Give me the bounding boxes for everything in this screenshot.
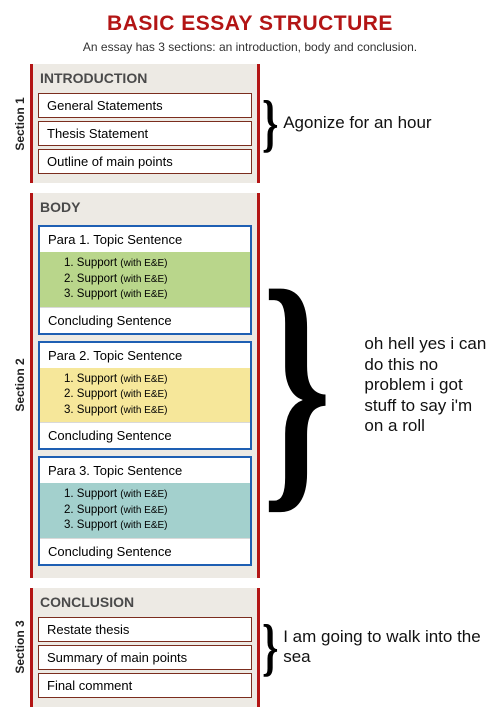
support-line: 1. Support (with E&E) xyxy=(64,372,242,388)
para-concluding-sentence: Concluding Sentence xyxy=(40,307,250,333)
section-conclusion-vlabel: Section 3 xyxy=(13,620,27,673)
support-note: (with E&E) xyxy=(120,489,167,500)
section-intro-vlabel-wrap: Section 1 xyxy=(10,64,30,183)
conclusion-annotation-col: } I am going to walk into the sea xyxy=(260,588,490,707)
support-note: (with E&E) xyxy=(120,389,167,400)
para-concluding-sentence: Concluding Sentence xyxy=(40,422,250,448)
support-line: 2. Support (with E&E) xyxy=(64,503,242,519)
page: BASIC ESSAY STRUCTURE An essay has 3 sec… xyxy=(0,0,500,727)
support-line: 3. Support (with E&E) xyxy=(64,518,242,534)
page-title: BASIC ESSAY STRUCTURE xyxy=(10,12,490,36)
support-note: (with E&E) xyxy=(120,374,167,385)
support-line: 2. Support (with E&E) xyxy=(64,272,242,288)
section-intro-box: INTRODUCTION General Statements Thesis S… xyxy=(30,64,260,183)
body-para-block: Para 3. Topic Sentence 1. Support (with … xyxy=(38,456,252,566)
support-note: (with E&E) xyxy=(120,258,167,269)
conclusion-item: Summary of main points xyxy=(38,645,252,670)
section-body-vlabel-wrap: Section 2 xyxy=(10,193,30,578)
section-intro-vlabel: Section 1 xyxy=(13,97,27,150)
brace-icon: } xyxy=(262,302,331,469)
body-para-block: Para 2. Topic Sentence 1. Support (with … xyxy=(38,341,252,451)
support-note: (with E&E) xyxy=(120,520,167,531)
body-annotation-text: oh hell yes i can do this no problem i g… xyxy=(364,334,490,436)
support-note: (with E&E) xyxy=(120,289,167,300)
section-conclusion-heading: CONCLUSION xyxy=(36,592,254,614)
support-note: (with E&E) xyxy=(120,405,167,416)
para-support-block: 1. Support (with E&E) 2. Support (with E… xyxy=(40,368,250,423)
support-line: 1. Support (with E&E) xyxy=(64,256,242,272)
page-subtitle: An essay has 3 sections: an introduction… xyxy=(10,40,490,54)
intro-item: Thesis Statement xyxy=(38,121,252,146)
para-support-block: 1. Support (with E&E) 2. Support (with E… xyxy=(40,483,250,538)
para-topic-sentence: Para 3. Topic Sentence xyxy=(40,458,250,483)
section-body-box: BODY Para 1. Topic Sentence 1. Support (… xyxy=(30,193,260,578)
intro-annotation-text: Agonize for an hour xyxy=(283,113,431,133)
support-line: 3. Support (with E&E) xyxy=(64,287,242,303)
intro-item: Outline of main points xyxy=(38,149,252,174)
section-conclusion-vlabel-wrap: Section 3 xyxy=(10,588,30,707)
support-line: 2. Support (with E&E) xyxy=(64,387,242,403)
section-body-row: Section 2 BODY Para 1. Topic Sentence 1.… xyxy=(10,193,490,578)
para-concluding-sentence: Concluding Sentence xyxy=(40,538,250,564)
body-para-block: Para 1. Topic Sentence 1. Support (with … xyxy=(38,225,252,335)
section-intro-heading: INTRODUCTION xyxy=(36,68,254,90)
para-topic-sentence: Para 1. Topic Sentence xyxy=(40,227,250,252)
section-conclusion-box: CONCLUSION Restate thesis Summary of mai… xyxy=(30,588,260,707)
section-intro-row: Section 1 INTRODUCTION General Statement… xyxy=(10,64,490,183)
conclusion-item: Restate thesis xyxy=(38,617,252,642)
intro-item: General Statements xyxy=(38,93,252,118)
conclusion-item: Final comment xyxy=(38,673,252,698)
section-conclusion-row: Section 3 CONCLUSION Restate thesis Summ… xyxy=(10,588,490,707)
para-support-block: 1. Support (with E&E) 2. Support (with E… xyxy=(40,252,250,307)
body-annotation-col: } oh hell yes i can do this no problem i… xyxy=(260,193,490,578)
intro-annotation-col: } Agonize for an hour xyxy=(260,64,490,183)
conclusion-annotation-text: I am going to walk into the sea xyxy=(283,627,490,668)
support-note: (with E&E) xyxy=(120,505,167,516)
section-body-vlabel: Section 2 xyxy=(13,359,27,412)
para-topic-sentence: Para 2. Topic Sentence xyxy=(40,343,250,368)
section-body-heading: BODY xyxy=(36,197,254,219)
support-line: 3. Support (with E&E) xyxy=(64,403,242,419)
brace-icon: } xyxy=(262,625,278,670)
brace-icon: } xyxy=(262,101,278,146)
support-note: (with E&E) xyxy=(120,274,167,285)
support-line: 1. Support (with E&E) xyxy=(64,487,242,503)
